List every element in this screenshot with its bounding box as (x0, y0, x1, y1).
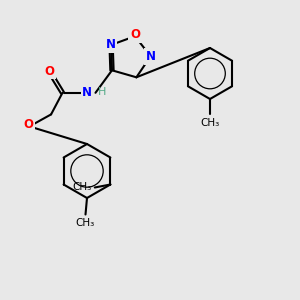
Text: O: O (45, 65, 55, 78)
Text: CH₃: CH₃ (76, 218, 95, 228)
Text: N: N (106, 38, 116, 51)
Text: H: H (98, 87, 106, 97)
Text: O: O (23, 118, 33, 131)
Text: O: O (130, 28, 140, 41)
Text: N: N (146, 50, 156, 63)
Text: CH₃: CH₃ (200, 118, 220, 128)
Text: N: N (82, 86, 92, 99)
Text: CH₃: CH₃ (72, 182, 91, 193)
